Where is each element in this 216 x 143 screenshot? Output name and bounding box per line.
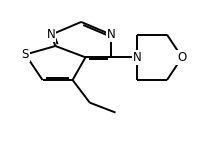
Text: S: S <box>22 48 29 61</box>
Text: N: N <box>107 28 116 41</box>
Text: O: O <box>177 51 187 64</box>
Text: N: N <box>133 51 141 64</box>
Text: N: N <box>47 28 56 41</box>
